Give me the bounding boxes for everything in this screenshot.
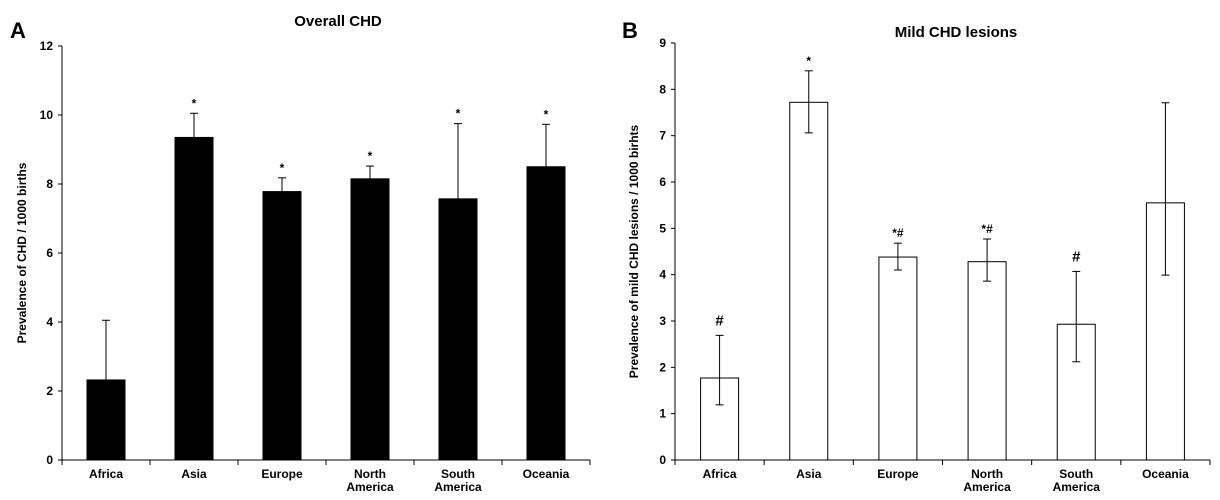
x-category-label-line: America xyxy=(1053,480,1101,494)
x-category-label-line: Asia xyxy=(181,467,207,481)
y-axis-label: Prevalence of CHD / 1000 births xyxy=(15,162,29,343)
y-tick-label: 2 xyxy=(659,360,666,374)
x-category-label: Europe xyxy=(877,467,919,481)
x-category-label-line: Africa xyxy=(89,467,123,481)
y-tick-label: 1 xyxy=(659,407,666,421)
panel-letter: B xyxy=(622,18,638,43)
x-category-label-line: Oceania xyxy=(523,467,570,481)
x-category-label: Oceania xyxy=(523,467,570,481)
x-category-label-line: America xyxy=(434,480,482,494)
x-category-label: South America xyxy=(1053,467,1101,494)
y-tick-label: 7 xyxy=(659,129,666,143)
significance-marker: * xyxy=(280,161,285,175)
x-category-label-line: America xyxy=(963,480,1011,494)
x-category-label: Africa xyxy=(703,467,737,481)
panel-b-mild-chd-lesions: B Mild CHD lesions Prevalence of mild CHD … xyxy=(622,18,1211,494)
x-category-label-line: Europe xyxy=(261,467,303,481)
bar xyxy=(526,166,566,461)
panel-a-overall-chd: A Overall CHD Prevalence of CHD / 1000 bir… xyxy=(10,13,591,494)
bar xyxy=(878,256,918,461)
x-category-label-line: Europe xyxy=(877,467,919,481)
x-category-label-line: South xyxy=(441,467,475,481)
x-category-label-line: Asia xyxy=(796,467,822,481)
x-category-label: North America xyxy=(346,467,394,494)
bar xyxy=(350,178,390,461)
x-category-label: South America xyxy=(434,467,482,494)
x-category-label-line: North xyxy=(971,467,1003,481)
y-tick-label: 2 xyxy=(46,384,53,398)
x-category-label-line: America xyxy=(346,480,394,494)
y-tick-label: 8 xyxy=(659,82,666,96)
chart-title: Overall CHD xyxy=(294,13,382,30)
y-tick-label: 0 xyxy=(659,453,666,467)
bar xyxy=(789,101,829,461)
x-category-label: Asia xyxy=(181,467,207,481)
x-category-label: Asia xyxy=(796,467,822,481)
y-tick-label: 8 xyxy=(46,177,53,191)
x-category-label: North America xyxy=(963,467,1011,494)
y-tick-label: 10 xyxy=(40,108,54,122)
y-tick-label: 4 xyxy=(46,315,53,329)
y-tick-label: 0 xyxy=(46,453,53,467)
significance-marker: * xyxy=(544,107,549,121)
bar xyxy=(86,379,126,461)
significance-marker: # xyxy=(715,312,724,329)
significance-marker: * xyxy=(456,107,461,121)
y-tick-label: 3 xyxy=(659,314,666,328)
y-tick-label: 6 xyxy=(46,246,53,260)
x-category-label: Africa xyxy=(89,467,123,481)
y-axis-label: Prevalence of mild CHD lesions / 1000 bi… xyxy=(627,124,641,378)
significance-marker: * xyxy=(368,149,373,163)
y-tick-label: 12 xyxy=(40,39,54,53)
bar xyxy=(438,198,478,461)
bar xyxy=(174,136,214,461)
chart-title: Mild CHD lesions xyxy=(895,24,1018,41)
x-category-label: Europe xyxy=(261,467,303,481)
x-category-label: Oceania xyxy=(1142,467,1189,481)
significance-marker: *# xyxy=(892,226,904,240)
y-tick-label: 9 xyxy=(659,36,666,50)
y-tick-label: 6 xyxy=(659,175,666,189)
significance-marker: *# xyxy=(981,222,993,236)
x-category-label-line: Africa xyxy=(703,467,737,481)
panel-letter: A xyxy=(10,18,26,43)
y-tick-label: 4 xyxy=(659,268,666,282)
y-tick-label: 5 xyxy=(659,221,666,235)
x-category-label-line: South xyxy=(1059,467,1093,481)
significance-marker: * xyxy=(806,54,811,68)
bar xyxy=(967,261,1007,461)
bar xyxy=(262,191,302,461)
x-category-label-line: Oceania xyxy=(1142,467,1189,481)
significance-marker: # xyxy=(1072,248,1081,265)
x-category-label-line: North xyxy=(354,467,386,481)
significance-marker: * xyxy=(192,96,197,110)
